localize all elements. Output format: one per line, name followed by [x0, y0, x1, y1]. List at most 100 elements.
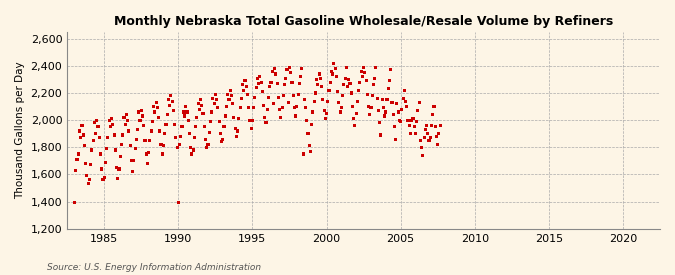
Point: [229, 115, 240, 120]
Point: [271, 72, 281, 76]
Point: [86, 148, 97, 152]
Point: [406, 118, 417, 122]
Point: [201, 145, 212, 149]
Point: [174, 142, 185, 147]
Point: [357, 75, 368, 79]
Point: [292, 104, 302, 109]
Point: [396, 107, 407, 111]
Point: [82, 174, 92, 178]
Point: [140, 138, 151, 143]
Point: [225, 88, 236, 92]
Point: [290, 114, 301, 118]
Point: [219, 125, 230, 129]
Point: [176, 134, 186, 139]
Point: [275, 115, 286, 120]
Point: [110, 148, 121, 152]
Point: [220, 114, 231, 118]
Point: [204, 130, 215, 134]
Point: [418, 136, 429, 140]
Point: [207, 110, 217, 114]
Point: [247, 118, 258, 122]
Point: [354, 80, 365, 84]
Point: [121, 112, 132, 117]
Title: Monthly Nebraska Total Gasoline Wholesale/Resale Volume by Refiners: Monthly Nebraska Total Gasoline Wholesal…: [114, 15, 613, 28]
Point: [310, 91, 321, 95]
Point: [346, 91, 356, 95]
Point: [320, 117, 331, 121]
Point: [192, 102, 203, 106]
Point: [256, 80, 267, 84]
Point: [95, 152, 106, 156]
Point: [130, 146, 140, 151]
Point: [84, 178, 95, 182]
Point: [244, 118, 255, 122]
Point: [83, 182, 94, 186]
Point: [321, 111, 332, 116]
Point: [350, 123, 360, 128]
Point: [304, 144, 315, 148]
Point: [248, 106, 259, 110]
Point: [287, 80, 298, 84]
Point: [216, 140, 227, 144]
Point: [146, 129, 157, 133]
Point: [261, 121, 271, 125]
Point: [383, 87, 394, 91]
Point: [200, 137, 211, 141]
Point: [178, 110, 189, 114]
Point: [277, 106, 288, 110]
Point: [214, 119, 225, 124]
Point: [281, 68, 292, 72]
Point: [430, 125, 441, 129]
Point: [254, 75, 265, 79]
Point: [113, 176, 124, 181]
Point: [141, 152, 152, 156]
Point: [85, 163, 96, 167]
Point: [131, 137, 142, 141]
Point: [227, 102, 238, 106]
Point: [127, 169, 138, 174]
Point: [258, 103, 269, 108]
Point: [347, 104, 358, 109]
Point: [420, 127, 431, 132]
Point: [226, 94, 237, 98]
Point: [210, 92, 221, 97]
Point: [105, 125, 116, 129]
Point: [90, 131, 101, 136]
Point: [74, 129, 85, 133]
Point: [360, 79, 371, 83]
Point: [173, 201, 184, 205]
Point: [423, 131, 433, 136]
Point: [76, 136, 86, 140]
Point: [326, 69, 337, 73]
Point: [265, 80, 276, 84]
Point: [329, 61, 340, 65]
Point: [425, 136, 435, 140]
Point: [124, 129, 134, 133]
Point: [259, 115, 270, 120]
Point: [171, 145, 182, 149]
Point: [113, 167, 124, 171]
Point: [171, 136, 182, 140]
Point: [272, 81, 283, 86]
Point: [344, 77, 354, 82]
Point: [393, 110, 404, 114]
Point: [134, 118, 145, 122]
Point: [126, 159, 137, 163]
Point: [289, 106, 300, 110]
Point: [180, 104, 191, 109]
Point: [294, 81, 304, 86]
Point: [296, 66, 307, 71]
Point: [267, 69, 277, 73]
Point: [412, 108, 423, 113]
Point: [404, 123, 414, 128]
Point: [128, 159, 139, 163]
Point: [417, 153, 428, 158]
Point: [213, 106, 223, 110]
Point: [242, 92, 253, 97]
Point: [364, 112, 375, 117]
Point: [179, 114, 190, 118]
Point: [387, 100, 398, 105]
Point: [371, 65, 381, 69]
Point: [263, 95, 274, 99]
Point: [117, 133, 128, 137]
